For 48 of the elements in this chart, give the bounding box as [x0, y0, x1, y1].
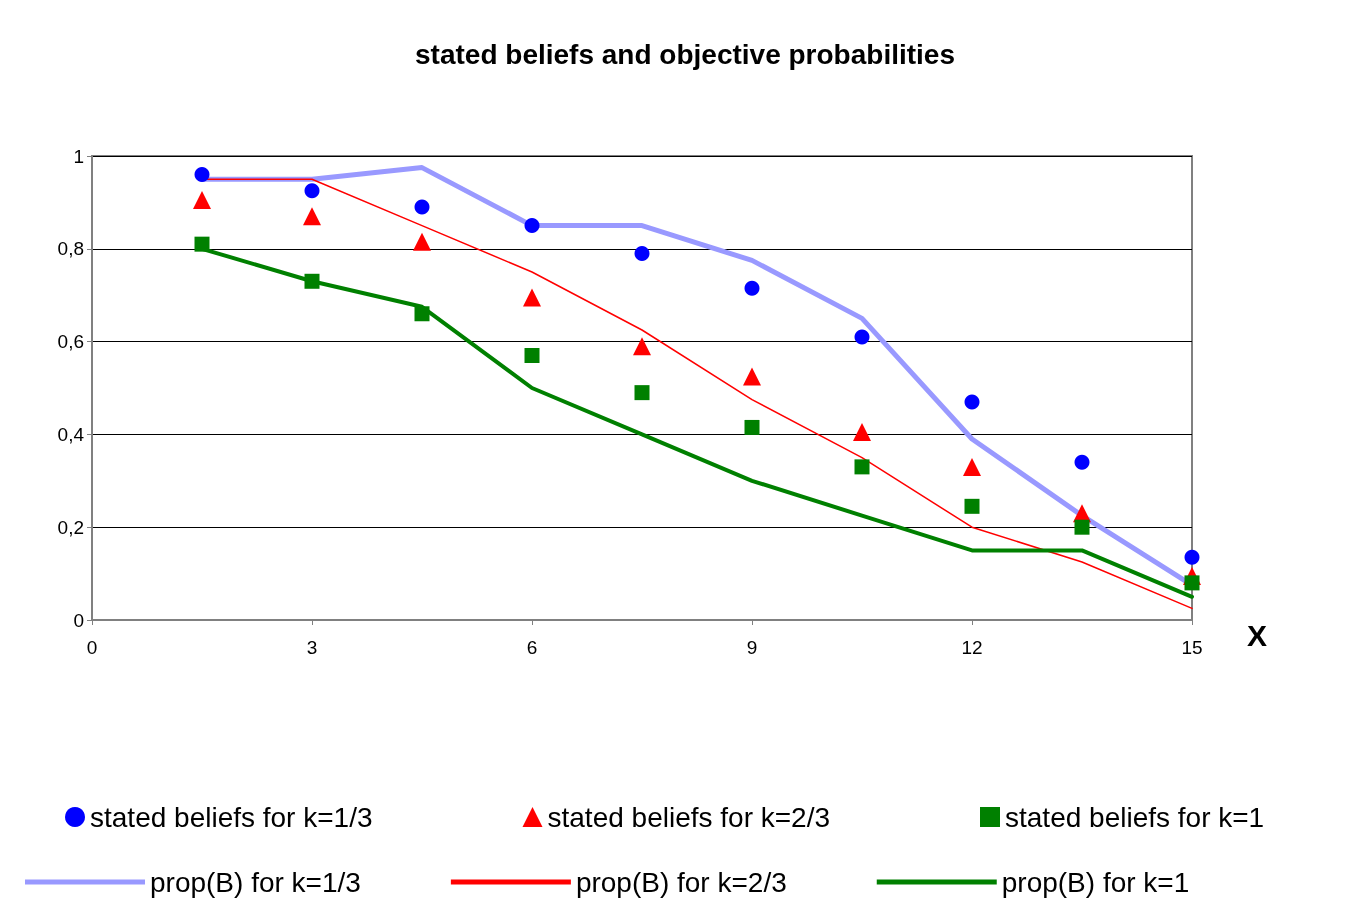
x-tick-label: 15 — [1181, 637, 1203, 658]
point — [854, 329, 870, 345]
point — [414, 199, 430, 215]
x-tick-label: 12 — [961, 637, 983, 658]
point — [964, 498, 980, 514]
x-tick-label: 3 — [306, 637, 318, 658]
point — [1184, 549, 1200, 565]
y-tick-label: 0,8 — [57, 238, 84, 260]
x-tick-label: 9 — [746, 637, 758, 658]
point — [633, 337, 651, 356]
legend-label: prop(B) for k=1/3 — [150, 866, 361, 898]
point — [853, 423, 871, 442]
point — [854, 459, 870, 475]
point — [303, 207, 321, 226]
legend-label: prop(B) for k=2/3 — [575, 866, 787, 898]
point — [1074, 454, 1090, 470]
point — [194, 167, 210, 183]
point — [743, 367, 761, 386]
point — [304, 183, 320, 199]
point — [193, 191, 211, 210]
point — [634, 245, 650, 261]
point — [1184, 575, 1200, 591]
legend-label: stated beliefs for k=1 — [1005, 801, 1265, 833]
x-tick-label: 0 — [86, 637, 98, 658]
point — [414, 306, 430, 322]
chart-title: stated beliefs and objective probabilities — [415, 38, 955, 70]
point — [304, 273, 320, 289]
point — [413, 232, 431, 251]
y-tick-label: 0,4 — [57, 423, 85, 445]
legend-label: prop(B) for k=1 — [1001, 866, 1190, 898]
legend-label: stated beliefs for k=2/3 — [547, 801, 831, 833]
y-tick-label: 0,6 — [57, 331, 84, 353]
point — [194, 236, 210, 252]
x-tick-label: 6 — [526, 637, 538, 658]
point — [744, 419, 760, 435]
legend-label: stated beliefs for k=1/3 — [90, 801, 373, 833]
point — [964, 394, 980, 410]
point — [744, 280, 760, 296]
point — [963, 457, 981, 476]
point — [523, 288, 541, 307]
x-axis-title: X — [1247, 618, 1268, 652]
y-tick-label: 0 — [73, 609, 84, 631]
point — [524, 218, 540, 234]
y-tick-label: 0,2 — [57, 516, 84, 538]
point — [634, 385, 650, 401]
point — [524, 348, 540, 364]
point — [1074, 519, 1090, 535]
y-tick-label: 1 — [73, 145, 84, 167]
